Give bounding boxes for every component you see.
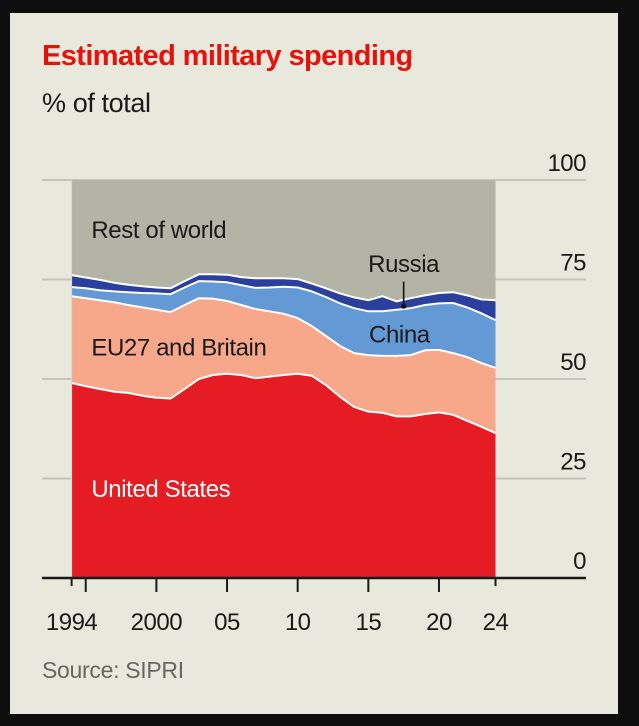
label-china: China	[369, 321, 431, 348]
area-china	[71, 281, 496, 368]
y-tick-label-25: 25	[560, 449, 586, 476]
boundary-line-china	[71, 280, 496, 322]
x-tick-label-1994: 1994	[46, 609, 98, 636]
boundary-line-united-states	[71, 372, 496, 435]
area-series	[71, 180, 496, 578]
chart-title: Estimated military spending	[42, 40, 413, 72]
source-note: Source: SIPRI	[42, 657, 184, 683]
boundary-line-russia	[71, 273, 496, 303]
label-united-states: United States	[91, 476, 230, 503]
x-tick-label-15: 15	[355, 609, 381, 636]
chart-subtitle: % of total	[42, 88, 151, 118]
y-tick-label-75: 75	[560, 250, 586, 277]
x-tick-label-24: 24	[483, 609, 509, 636]
area-united-states	[71, 373, 496, 578]
label-rest-of-world: Rest of world	[91, 217, 226, 244]
russia-pointer-dot	[401, 303, 407, 309]
area-eu27-britain	[71, 296, 496, 434]
area-rest-of-world	[71, 180, 496, 302]
y-tick-label-0: 0	[573, 548, 586, 575]
y-tick-label-50: 50	[560, 349, 586, 376]
inline-labels: Rest of world Russia China EU27 and Britain…	[91, 217, 440, 503]
x-tick-label-05: 05	[214, 609, 240, 636]
y-axis-labels: 0 25 50 75 100	[547, 150, 586, 575]
x-tick-label-2000: 2000	[131, 609, 183, 636]
y-tick-label-100: 100	[547, 150, 586, 177]
x-tick-label-20: 20	[426, 609, 452, 636]
label-russia: Russia	[368, 251, 440, 278]
label-eu27-and-britain: EU27 and Britain	[91, 334, 266, 361]
boundary-line-eu27-britain	[71, 295, 496, 369]
x-tick-label-10: 10	[285, 609, 311, 636]
x-axis: 1994 2000 05 10 15 20 24	[42, 576, 586, 636]
